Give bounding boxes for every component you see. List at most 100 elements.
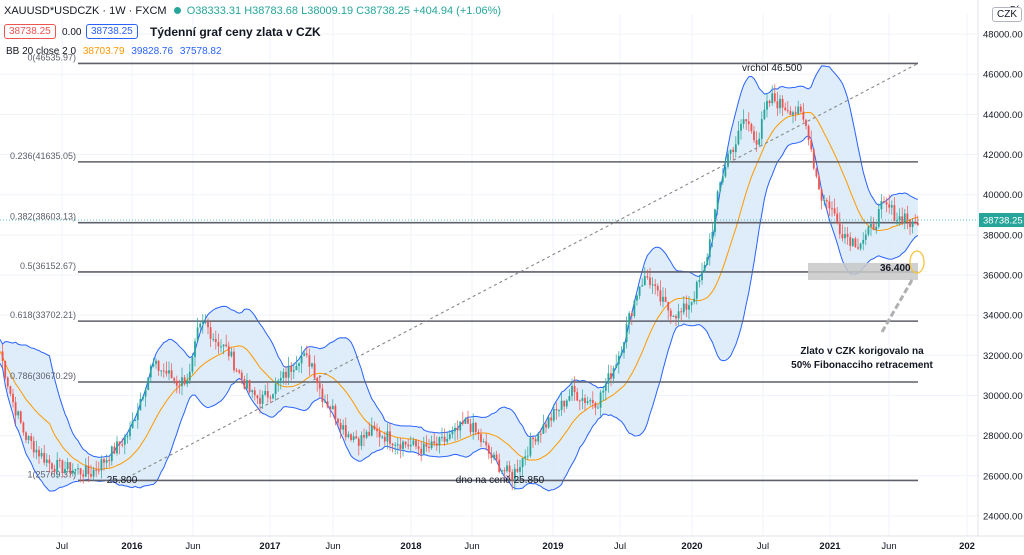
- currency-button[interactable]: CZK: [992, 7, 1022, 22]
- candle-body: [170, 370, 173, 379]
- time-axis[interactable]: Jul 2016 Jun 2017 Jun 2018 Jun 2019 Jul 2020 Jul 20…: [0, 535, 1024, 552]
- candle-body: [324, 401, 326, 403]
- candle-body: [833, 208, 836, 214]
- candle-body: [305, 353, 308, 356]
- candle-body: [248, 380, 251, 393]
- candle-body: [836, 213, 839, 223]
- candle-body: [513, 468, 516, 481]
- price-tick-label: 46000.00: [983, 70, 1023, 81]
- candle-body: [355, 436, 358, 439]
- candle-body: [35, 449, 38, 453]
- candle-body: [825, 200, 828, 202]
- candle-body: [461, 421, 464, 424]
- fib-level-label: 0(46535.97): [27, 52, 76, 62]
- candle-body: [311, 363, 313, 367]
- candle-body: [298, 363, 300, 367]
- candle-body: [552, 409, 555, 421]
- candle-body: [142, 396, 144, 400]
- candle-body: [589, 400, 592, 402]
- candle-body: [365, 431, 368, 438]
- candle-body: [155, 360, 157, 364]
- candlesticks: [1, 84, 919, 491]
- candle-body: [638, 286, 641, 296]
- candle-body: [734, 144, 737, 152]
- candle-body: [576, 392, 579, 401]
- candle-body: [331, 405, 334, 410]
- buy-button[interactable]: 38738.25: [86, 24, 138, 39]
- candle-body: [864, 234, 867, 240]
- candle-body: [396, 444, 399, 446]
- candle-body: [612, 368, 615, 379]
- fib-level-label: 0.382(38603.13): [10, 212, 76, 222]
- candle-body: [591, 400, 594, 404]
- candle-body: [350, 434, 352, 440]
- pointer-arrow: [880, 279, 914, 333]
- candle-body: [318, 383, 321, 389]
- fib-level-label: 0.236(41635.05): [10, 151, 76, 161]
- candle-body: [547, 417, 550, 428]
- candle-body: [383, 436, 386, 442]
- candle-body: [285, 371, 287, 378]
- candle-body: [495, 454, 498, 460]
- price-axis[interactable]: 48000.00 46000.00 44000.00 42000.00 40000.00…: [977, 0, 1024, 536]
- candle-body: [391, 443, 394, 446]
- candle-body: [662, 296, 664, 302]
- bb-lower-value: 37578.82: [179, 46, 222, 57]
- candle-body: [604, 383, 607, 391]
- symbol-label[interactable]: XAUUSD*USDCZK · 1W · FXCM: [4, 5, 167, 17]
- candle-body: [641, 285, 644, 287]
- candle-body: [669, 310, 672, 317]
- candle-body: [893, 205, 896, 222]
- candle-body: [376, 429, 378, 432]
- candle-body: [870, 224, 872, 227]
- candle-body: [160, 370, 163, 372]
- bb-indicator-label[interactable]: BB 20 close 2 0: [6, 46, 77, 57]
- bb-legend[interactable]: BB 20 close 2 0 38703.79 39828.76 37578.…: [6, 46, 222, 57]
- candle-body: [467, 418, 469, 424]
- candle-body: [303, 353, 306, 356]
- candle-body: [539, 433, 542, 435]
- time-tick-label: 2021: [819, 541, 841, 552]
- candle-body: [755, 140, 758, 145]
- candle-body: [469, 423, 472, 433]
- sell-button[interactable]: 38738.25: [4, 24, 56, 39]
- candle-body: [841, 234, 844, 239]
- bb-fill-area: [0, 65, 918, 492]
- candle-body: [594, 403, 597, 408]
- candle-body: [485, 441, 488, 446]
- candle-body: [157, 360, 160, 371]
- candle-body: [51, 463, 53, 469]
- bb-basis-line: [0, 111, 918, 470]
- candle-body: [792, 112, 794, 115]
- candle-body: [667, 301, 670, 311]
- candle-body: [446, 438, 449, 442]
- candle-body: [851, 238, 854, 246]
- candle-body: [363, 435, 365, 438]
- candle-body: [597, 407, 599, 409]
- annotation-note-line1: Zlato v CZK korigovalo na: [800, 346, 924, 357]
- candle-body: [95, 469, 98, 471]
- candle-body: [672, 315, 675, 317]
- candle-body: [69, 462, 72, 474]
- time-tick-label: Jun: [881, 541, 896, 552]
- fib-level-label: 0.786(30670.29): [10, 371, 76, 381]
- candle-body: [716, 191, 719, 210]
- symbol-info[interactable]: XAUUSD*USDCZK · 1W · FXCM O38333.31 H387…: [4, 5, 501, 17]
- candle-body: [459, 421, 462, 431]
- price-tick-label: 30000.00: [983, 391, 1023, 402]
- time-tick-label: Jul: [757, 541, 769, 552]
- candle-body: [329, 406, 332, 410]
- candle-body: [25, 432, 27, 440]
- candle-body: [877, 209, 880, 227]
- candle-body: [909, 219, 911, 227]
- candle-body: [404, 441, 407, 445]
- time-tick-label: Jun: [325, 541, 340, 552]
- candle-body: [680, 311, 683, 313]
- candle-body: [714, 209, 716, 232]
- support-zone: [808, 262, 918, 281]
- candle-body: [235, 370, 238, 372]
- candle-body: [253, 390, 256, 396]
- candle-body: [352, 436, 355, 440]
- candle-body: [727, 153, 729, 167]
